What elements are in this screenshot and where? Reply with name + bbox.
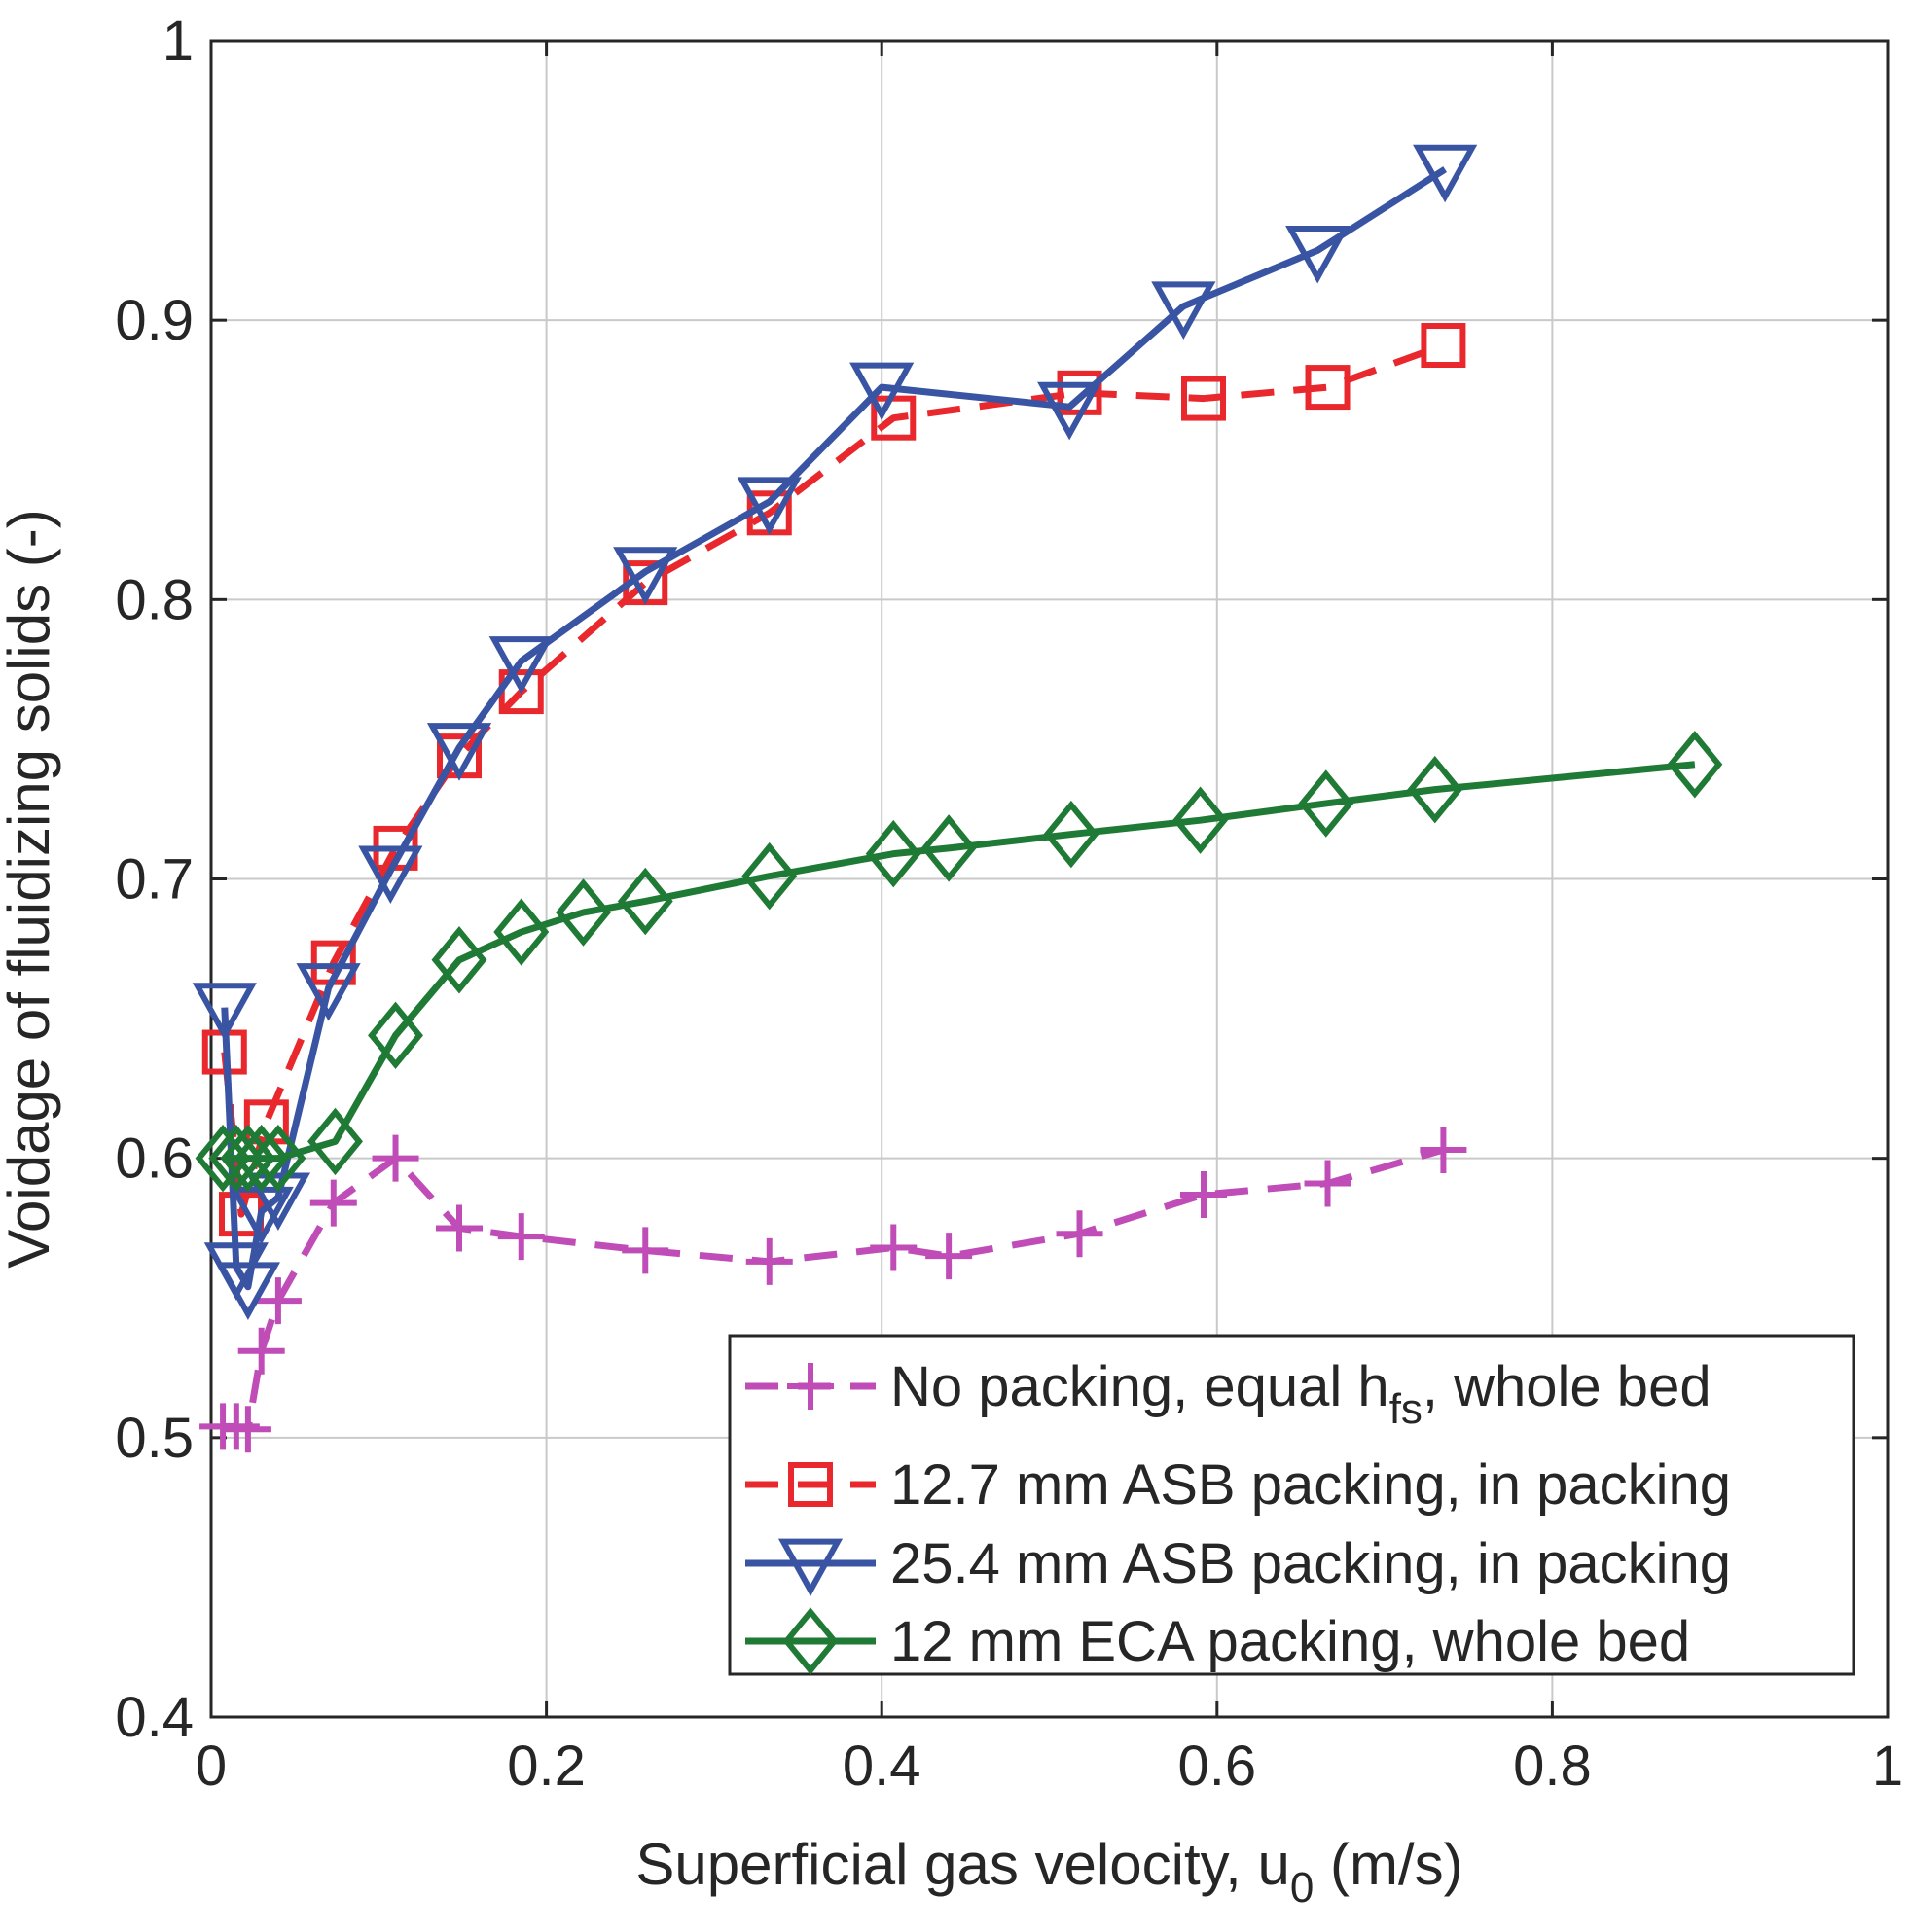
data-point-square — [1181, 376, 1227, 421]
legend-item: 12.7 mm ASB packing, in packing — [745, 1453, 1731, 1517]
data-point-diamond — [493, 898, 550, 966]
legend-label: No packing, equal hfs, whole bed — [890, 1355, 1711, 1433]
data-point-plus — [870, 1224, 918, 1271]
data-point-plus — [1304, 1160, 1351, 1207]
data-point-diamond — [234, 1124, 290, 1193]
legend-item: 12 mm ECA packing, whole bed — [745, 1607, 1690, 1675]
data-point-diamond — [1043, 800, 1099, 869]
data-point-triangle — [245, 1172, 311, 1232]
x-tick-label: 0.6 — [1177, 1735, 1256, 1798]
legend-item: 25.4 mm ASB packing, in packing — [745, 1532, 1731, 1597]
data-point-plus — [372, 1134, 419, 1182]
data-point-plus — [224, 1406, 271, 1453]
data-point-triangle — [777, 1538, 844, 1597]
data-point-plus — [254, 1277, 302, 1325]
y-tick-label: 0.9 — [115, 289, 194, 352]
legend-label: 25.4 mm ASB packing, in packing — [890, 1532, 1731, 1595]
data-point-square — [788, 1462, 833, 1507]
series-line — [221, 166, 1448, 1291]
x-tick-label: 1 — [1872, 1735, 1903, 1798]
data-point-triangle — [1037, 381, 1102, 441]
x-axis-label: Superficial gas velocity, u0 (m/s) — [635, 1832, 1462, 1912]
data-point-plus — [497, 1213, 545, 1261]
data-point-diamond — [307, 1107, 363, 1176]
data-point-diamond — [617, 867, 673, 936]
data-point-triangle — [488, 636, 554, 695]
legend-item: No packing, equal hfs, whole bed — [745, 1355, 1711, 1433]
data-point-diamond — [1172, 786, 1229, 854]
axis-ticks: 0 0.2 0.4 0.6 0.8 1 0.4 0.5 0.6 0.7 0.8 0.9 1 — [115, 10, 1903, 1798]
data-point-diamond — [368, 1001, 424, 1070]
data-point-plus — [787, 1363, 834, 1410]
y-tick-label: 0.4 — [115, 1686, 194, 1749]
x-tick-label: 0.8 — [1513, 1735, 1592, 1798]
series-line — [221, 341, 1445, 1218]
data-point-triangle — [613, 547, 678, 605]
y-tick-label: 0.7 — [115, 848, 194, 912]
data-point-triangle — [1285, 225, 1351, 284]
y-tick-label: 0.8 — [115, 568, 194, 631]
series-1 — [199, 1127, 1467, 1453]
plot-series — [192, 144, 1723, 1453]
x-tick-label: 0 — [196, 1735, 227, 1798]
y-tick-label: 0.6 — [115, 1127, 194, 1191]
data-point-diamond — [208, 1124, 265, 1193]
data-point-plus — [745, 1237, 793, 1285]
data-point-plus — [436, 1204, 484, 1252]
data-point-plus — [237, 1327, 285, 1375]
legend-label: 12.7 mm ASB packing, in packing — [890, 1453, 1731, 1517]
data-point-plus — [1056, 1210, 1103, 1258]
data-point-diamond — [556, 878, 611, 947]
series-4 — [195, 731, 1723, 1193]
data-point-diamond — [250, 1124, 306, 1193]
data-point-plus — [925, 1233, 973, 1280]
data-point-triangle — [296, 963, 361, 1021]
data-point-triangle — [849, 362, 915, 421]
data-point-diamond — [1667, 731, 1723, 799]
data-point-triangle — [358, 845, 423, 905]
data-point-diamond — [1407, 755, 1463, 824]
data-point-plus — [309, 1179, 357, 1227]
data-point-diamond — [741, 841, 798, 911]
data-point-triangle — [426, 723, 492, 781]
data-point-plus — [1180, 1171, 1228, 1218]
legend-label: 12 mm ECA packing, whole bed — [890, 1610, 1690, 1673]
data-point-square — [1421, 323, 1466, 369]
data-point-diamond — [195, 1124, 251, 1193]
data-point-square — [1305, 365, 1351, 411]
data-point-triangle — [192, 983, 257, 1041]
data-point-triangle — [1413, 144, 1478, 203]
data-point-diamond — [782, 1607, 839, 1675]
legend: No packing, equal hfs, whole bed 12.7 mm … — [728, 1334, 1855, 1676]
data-point-triangle — [737, 477, 802, 536]
y-axis-label: Voidage of fluidizing solids (-) — [0, 509, 61, 1268]
data-point-diamond — [865, 819, 921, 888]
data-point-diamond — [920, 814, 977, 882]
data-point-plus — [622, 1227, 669, 1274]
series-3 — [192, 144, 1478, 1320]
grid — [211, 41, 1888, 1717]
x-tick-label: 0.2 — [507, 1735, 586, 1798]
data-point-diamond — [1298, 769, 1354, 838]
y-tick-label: 0.5 — [115, 1407, 194, 1470]
data-point-triangle — [215, 1262, 281, 1320]
x-tick-label: 0.4 — [843, 1735, 921, 1798]
data-point-triangle — [1151, 281, 1216, 340]
data-point-plus — [1420, 1127, 1467, 1174]
legend-box — [728, 1334, 1855, 1676]
data-point-diamond — [431, 926, 487, 994]
y-tick-label: 1 — [162, 10, 194, 73]
